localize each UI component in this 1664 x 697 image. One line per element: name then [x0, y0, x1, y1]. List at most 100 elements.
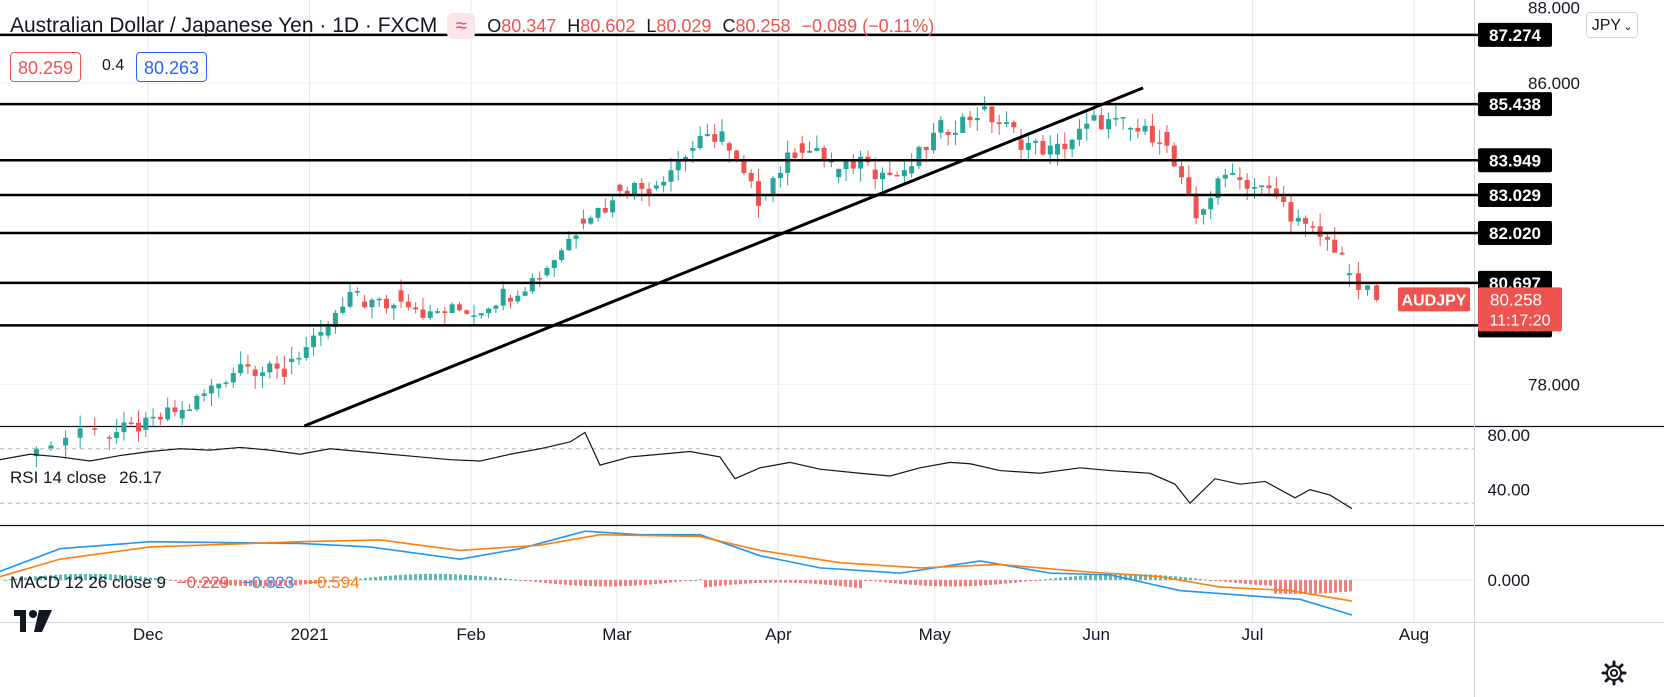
candle-body: [1259, 185, 1265, 188]
level-label: 87.274: [1489, 26, 1542, 45]
macd-histogram-bar: [969, 580, 972, 587]
macd-histogram-bar: [1034, 580, 1037, 582]
candle-body: [354, 291, 360, 293]
macd-histogram-bar: [889, 580, 892, 583]
candle-body: [325, 326, 331, 336]
candle-body: [1310, 226, 1316, 228]
macd-histogram-bar: [364, 578, 367, 581]
candle-body: [639, 183, 645, 189]
time-tick-label: Feb: [456, 625, 485, 644]
macd-histogram-bar: [669, 580, 672, 583]
macd-histogram-bar: [354, 579, 357, 581]
candle-body: [420, 309, 426, 318]
candle-body: [1237, 177, 1243, 180]
candle-body: [201, 393, 207, 396]
candle-body: [836, 168, 842, 178]
macd-histogram-bar: [659, 580, 662, 584]
candle-body: [1011, 122, 1017, 128]
macd-histogram-bar: [399, 574, 402, 581]
macd-histogram-bar: [169, 579, 172, 581]
candle-body: [726, 143, 732, 151]
price-tick-label: 86.000: [1528, 74, 1580, 93]
macd-tick-label: 0.000: [1487, 571, 1530, 590]
macd-histogram-bar: [1129, 573, 1132, 581]
macd-histogram-bar: [134, 576, 137, 581]
macd-histogram-bar: [1219, 580, 1222, 582]
macd-histogram-bar: [274, 580, 277, 587]
candle-body: [347, 291, 353, 307]
macd-histogram-bar: [154, 578, 157, 581]
macd-histogram-bar: [1134, 573, 1137, 581]
gear-icon[interactable]: [1601, 660, 1627, 686]
candle-body: [1076, 128, 1082, 140]
macd-histogram-bar: [629, 580, 632, 586]
macd-histogram-bar: [514, 579, 517, 581]
macd-histogram-bar: [584, 580, 587, 586]
macd-histogram-bar: [184, 580, 187, 582]
macd-histogram-bar: [1174, 576, 1177, 581]
macd-histogram-bar: [714, 580, 717, 587]
candle-body: [879, 172, 885, 180]
macd-histogram-bar: [99, 573, 102, 581]
candle-body: [311, 335, 317, 348]
ticker-tag: [1398, 287, 1470, 312]
macd-signal-value: −0.594: [307, 573, 360, 592]
macd-histogram-bar: [499, 577, 502, 581]
macd-histogram-bar: [999, 580, 1002, 585]
macd-histogram-bar: [709, 580, 712, 587]
candle-body: [1332, 239, 1338, 253]
candle-body: [442, 311, 448, 314]
macd-histogram-bar: [424, 573, 427, 581]
macd-histogram-bar: [1154, 574, 1157, 581]
macd-histogram-bar: [1124, 573, 1127, 581]
time-axis[interactable]: Dec 2021 Feb Mar Apr May Jun Jul Aug: [133, 625, 1429, 644]
macd-histogram-bar: [129, 575, 132, 581]
candle-body: [464, 310, 470, 314]
macd-histogram-bar: [24, 577, 27, 581]
price-axis[interactable]: 88.000 86.000 78.000: [1528, 0, 1580, 395]
sell-button[interactable]: 80.259: [10, 52, 82, 82]
candle-body: [143, 417, 149, 430]
macd-histogram-bar: [1159, 575, 1162, 581]
macd-histogram-bar: [1019, 580, 1022, 583]
time-tick-label: 2021: [291, 625, 329, 644]
tradingview-logo[interactable]: [12, 606, 54, 636]
macd-histogram-bar: [464, 574, 467, 581]
macd-histogram-bar: [754, 580, 757, 584]
macd-histogram-bar: [1094, 574, 1097, 581]
macd-histogram-bar: [729, 580, 732, 585]
trendline[interactable]: [303, 86, 1144, 428]
macd-legend: MACD 12 26 close 9 −0.229 −0.823 −0.594: [10, 573, 360, 593]
macd-histogram-bar: [179, 580, 182, 582]
macd-histogram-bar: [404, 574, 407, 581]
buy-button[interactable]: 80.263: [136, 52, 208, 82]
macd-histogram-bar: [829, 580, 832, 586]
macd-histogram-bar: [664, 580, 667, 584]
macd-histogram-bar: [989, 580, 992, 585]
rsi-title[interactable]: RSI 14 close: [10, 468, 107, 487]
macd-histogram-bar: [304, 580, 307, 585]
macd-histogram-bar: [1314, 580, 1317, 594]
candle-body: [369, 299, 375, 308]
level-label-box: [1478, 182, 1552, 207]
macd-histogram-bar: [1179, 576, 1182, 581]
macd-histogram-bar: [384, 576, 387, 581]
macd-histogram-bar: [1149, 574, 1152, 581]
candle-body: [821, 147, 827, 161]
macd-histogram-bar: [524, 580, 527, 582]
symbol-header: Australian Dollar / Japanese Yen · 1D · …: [10, 12, 934, 40]
macd-title[interactable]: MACD 12 26 close 9: [10, 573, 166, 592]
macd-histogram-bar: [1089, 574, 1092, 581]
currency-dropdown[interactable]: JPY ⌄: [1586, 12, 1638, 38]
candle-body: [559, 250, 565, 261]
waves-icon[interactable]: ≈: [447, 13, 476, 39]
candle-body: [529, 278, 535, 292]
macd-histogram-bar: [539, 580, 542, 583]
macd-histogram-bar: [639, 580, 642, 586]
symbol-title[interactable]: Australian Dollar / Japanese Yen · 1D · …: [10, 14, 438, 37]
macd-signal-line: [0, 533, 1353, 602]
macd-histogram-bar: [1099, 574, 1102, 581]
macd-histogram-bar: [734, 580, 737, 585]
macd-histogram-bar: [44, 575, 47, 581]
